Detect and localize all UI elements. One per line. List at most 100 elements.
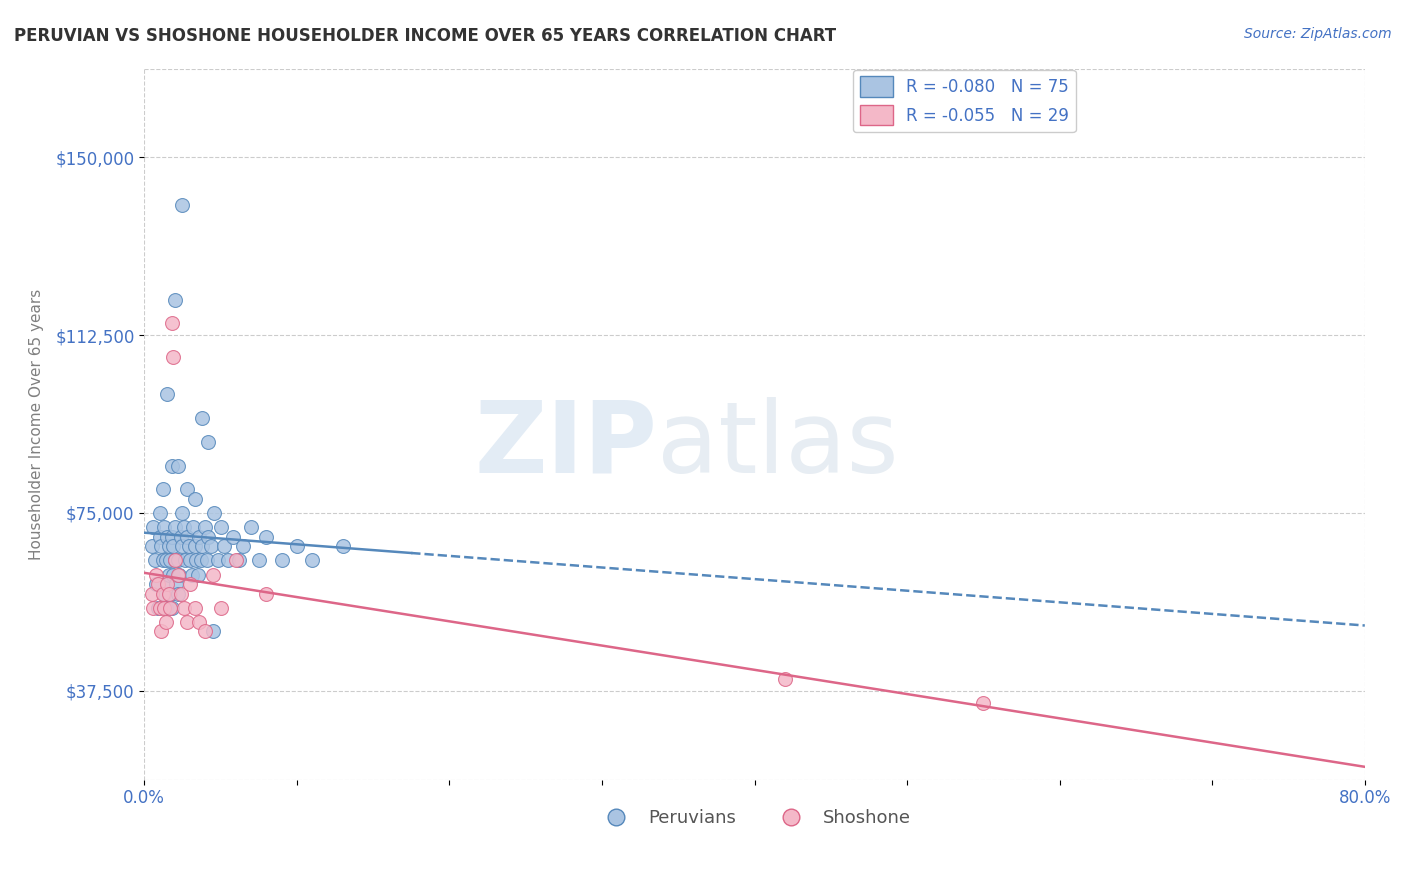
Point: [332, 539, 354, 553]
Point: [152, 482, 174, 496]
Y-axis label: Householder Income Over 65 years: Householder Income Over 65 years: [30, 288, 44, 559]
Point: [160, 600, 183, 615]
Point: [301, 553, 323, 567]
Point: [194, 520, 217, 534]
Point: [254, 530, 277, 544]
Point: [148, 530, 170, 544]
Point: [172, 506, 194, 520]
Point: [166, 553, 188, 567]
Point: [159, 553, 181, 567]
Text: atlas: atlas: [657, 397, 898, 494]
Point: [165, 577, 187, 591]
Point: [200, 539, 222, 553]
Point: [285, 539, 308, 553]
Point: [188, 615, 211, 629]
Point: [146, 577, 169, 591]
Point: [173, 600, 195, 615]
Point: [160, 316, 183, 330]
Point: [148, 600, 170, 615]
Text: Source: ZipAtlas.com: Source: ZipAtlas.com: [1244, 27, 1392, 41]
Point: [155, 553, 177, 567]
Point: [145, 577, 167, 591]
Point: [143, 553, 166, 567]
Point: [156, 577, 179, 591]
Point: [240, 520, 263, 534]
Point: [179, 553, 201, 567]
Point: [172, 198, 194, 212]
Point: [146, 600, 169, 615]
Point: [160, 530, 183, 544]
Point: [186, 553, 208, 567]
Point: [170, 586, 193, 600]
Point: [212, 539, 235, 553]
Point: [157, 586, 180, 600]
Point: [207, 553, 229, 567]
Point: [194, 624, 217, 639]
Point: [174, 553, 197, 567]
Point: [187, 567, 209, 582]
Point: [142, 520, 165, 534]
Point: [156, 387, 179, 401]
Point: [209, 600, 232, 615]
Point: [204, 506, 226, 520]
Point: [152, 553, 174, 567]
Point: [201, 624, 224, 639]
Point: [159, 600, 181, 615]
Point: [163, 553, 186, 567]
Point: [153, 520, 176, 534]
Point: [183, 600, 205, 615]
Point: [141, 539, 163, 553]
Point: [773, 672, 796, 686]
Point: [232, 539, 254, 553]
Point: [176, 615, 198, 629]
Point: [191, 411, 214, 425]
Point: [972, 696, 994, 710]
Point: [176, 530, 198, 544]
Point: [166, 586, 188, 600]
Point: [225, 553, 247, 567]
Point: [152, 586, 174, 600]
Point: [254, 586, 277, 600]
Text: ZIP: ZIP: [474, 397, 657, 494]
Point: [148, 506, 170, 520]
Point: [197, 434, 219, 449]
Point: [163, 293, 186, 307]
Point: [191, 539, 214, 553]
Legend: Peruvians, Shoshone: Peruvians, Shoshone: [591, 802, 918, 835]
Point: [180, 567, 202, 582]
Point: [183, 491, 205, 506]
Point: [201, 567, 224, 582]
Point: [170, 530, 193, 544]
Point: [150, 539, 173, 553]
Point: [156, 577, 179, 591]
Point: [159, 586, 181, 600]
Point: [247, 553, 270, 567]
Point: [222, 530, 245, 544]
Point: [169, 567, 191, 582]
Point: [209, 520, 232, 534]
Point: [197, 530, 219, 544]
Point: [162, 567, 184, 582]
Point: [157, 567, 180, 582]
Point: [155, 615, 177, 629]
Point: [163, 520, 186, 534]
Point: [166, 567, 188, 582]
Point: [155, 600, 177, 615]
Point: [157, 539, 180, 553]
Point: [163, 553, 186, 567]
Point: [183, 539, 205, 553]
Point: [162, 539, 184, 553]
Point: [176, 482, 198, 496]
Text: PERUVIAN VS SHOSHONE HOUSEHOLDER INCOME OVER 65 YEARS CORRELATION CHART: PERUVIAN VS SHOSHONE HOUSEHOLDER INCOME …: [14, 27, 837, 45]
Point: [177, 539, 200, 553]
Point: [270, 553, 292, 567]
Point: [173, 520, 195, 534]
Point: [179, 577, 201, 591]
Point: [190, 553, 212, 567]
Point: [195, 553, 218, 567]
Point: [160, 458, 183, 473]
Point: [150, 624, 173, 639]
Point: [141, 586, 163, 600]
Point: [217, 553, 239, 567]
Point: [142, 600, 165, 615]
